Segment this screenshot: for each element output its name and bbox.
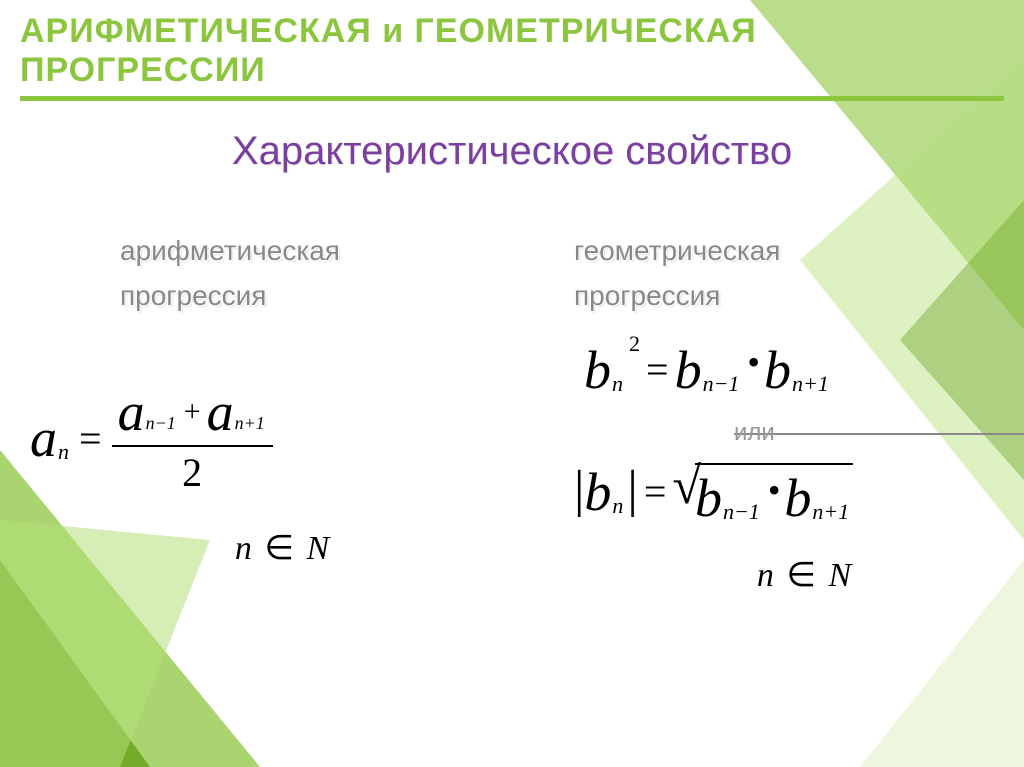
equals: = xyxy=(646,346,669,393)
rhs-var2: b xyxy=(764,339,791,401)
equals: = xyxy=(644,468,667,515)
denominator: 2 xyxy=(176,447,208,498)
heading-line2: прогрессия xyxy=(120,280,266,311)
lhs-sup: 2 xyxy=(629,331,640,357)
heading-line1: арифметическая xyxy=(120,235,340,266)
rhs-var2: b xyxy=(784,467,811,529)
geometric-column: геометрическая прогрессия b n 2 = b n−1 … xyxy=(564,229,994,595)
num-var2: a xyxy=(207,381,234,443)
arithmetic-column: арифметическая прогрессия a n = a n−1 + … xyxy=(120,229,564,595)
plus: + xyxy=(184,395,201,429)
heading-line1: геометрическая xyxy=(574,235,780,266)
dot: • xyxy=(747,341,760,383)
heading-line2: прогрессия xyxy=(574,280,720,311)
arithmetic-heading: арифметическая прогрессия xyxy=(120,229,534,319)
lhs-sub: n xyxy=(612,371,623,397)
rhs-sub2: n+1 xyxy=(812,499,849,525)
lhs-sub: n xyxy=(58,439,69,465)
den-val: 2 xyxy=(182,449,202,496)
in-symbol: ∈ xyxy=(786,557,816,594)
rhs-var1: b xyxy=(695,467,722,529)
geometric-formula-1: b n 2 = b n−1 • b n+1 xyxy=(584,339,994,401)
lhs-sub: n xyxy=(612,493,623,519)
or-row: или xyxy=(734,419,994,447)
equals: = xyxy=(79,415,102,462)
num-var1: a xyxy=(118,381,145,443)
arithmetic-formula-area: a n = a n−1 + a n+1 2 xyxy=(30,379,534,568)
content-columns: арифметическая прогрессия a n = a n−1 + … xyxy=(0,229,1024,595)
title-underline xyxy=(20,96,1004,101)
num-sub1: n−1 xyxy=(146,413,176,434)
abs-open: | xyxy=(574,460,584,519)
geometric-domain: n ∈ N xyxy=(614,555,994,595)
sqrt: √ b n−1 • b n+1 xyxy=(672,459,853,525)
lhs-var: b xyxy=(584,339,611,401)
numerator: a n−1 + a n+1 xyxy=(112,379,273,445)
in-symbol: ∈ xyxy=(264,530,294,567)
n: n xyxy=(235,530,252,567)
geometric-formula-area: b n 2 = b n−1 • b n+1 или | b n | = xyxy=(574,339,994,595)
sqrt-content: b n−1 • b n+1 xyxy=(695,463,853,529)
or-label: или xyxy=(734,419,775,447)
lhs-var: a xyxy=(30,407,57,469)
geometric-formula-2: | b n | = √ b n−1 • b n+1 xyxy=(574,459,994,525)
rhs-sub1: n−1 xyxy=(723,499,760,525)
rhs-var1: b xyxy=(675,339,702,401)
rhs-sub2: n+1 xyxy=(792,371,829,397)
N: N xyxy=(306,530,329,567)
arithmetic-domain: n ∈ N xyxy=(30,528,534,568)
num-sub2: n+1 xyxy=(235,413,265,434)
dot: • xyxy=(768,469,781,511)
abs-close: | xyxy=(627,460,637,519)
n: n xyxy=(757,557,774,594)
N: N xyxy=(828,557,851,594)
arithmetic-formula: a n = a n−1 + a n+1 2 xyxy=(30,379,534,498)
page-title: АРИФМЕТИЧЕСКАЯ и ГЕОМЕТРИЧЕСКАЯ ПРОГРЕСС… xyxy=(20,12,1004,90)
subtitle: Характеристическое свойство xyxy=(0,129,1024,174)
lhs-var: b xyxy=(584,461,611,523)
geometric-heading: геометрическая прогрессия xyxy=(574,229,994,319)
rhs-sub1: n−1 xyxy=(703,371,740,397)
or-line xyxy=(734,433,1024,435)
fraction: a n−1 + a n+1 2 xyxy=(112,379,273,498)
header: АРИФМЕТИЧЕСКАЯ и ГЕОМЕТРИЧЕСКАЯ ПРОГРЕСС… xyxy=(0,0,1024,109)
